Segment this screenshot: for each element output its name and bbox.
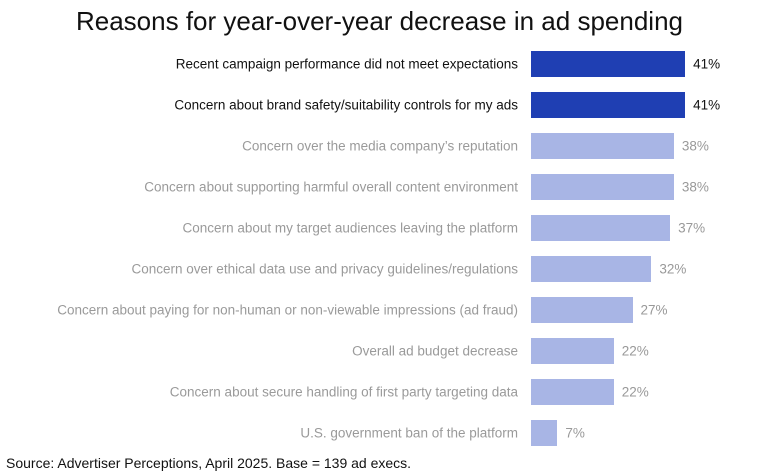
category-label: Concern about brand safety/suitability c…	[174, 97, 518, 113]
category-label: Concern about supporting harmful overall…	[144, 179, 518, 195]
value-label: 41%	[693, 56, 721, 72]
bar	[531, 133, 674, 159]
value-label: 32%	[659, 261, 687, 277]
value-label: 41%	[693, 97, 721, 113]
category-label: Concern over ethical data use and privac…	[131, 261, 518, 277]
value-label: 7%	[565, 425, 585, 441]
value-label: 22%	[621, 384, 649, 400]
value-label: 37%	[678, 220, 706, 236]
bar	[531, 174, 674, 200]
bar	[531, 51, 686, 77]
bar	[531, 215, 671, 241]
value-label: 38%	[681, 179, 709, 195]
category-label: Concern about secure handling of first p…	[169, 384, 518, 400]
category-label: Concern about paying for non-human or no…	[57, 302, 518, 318]
chart-title: Reasons for year-over-year decrease in a…	[75, 6, 683, 36]
bar	[531, 379, 614, 405]
bar	[531, 256, 652, 282]
bar	[531, 297, 633, 323]
source-note: Source: Advertiser Perceptions, April 20…	[6, 455, 412, 471]
category-label: Concern about my target audiences leavin…	[182, 220, 518, 236]
category-label: U.S. government ban of the platform	[300, 425, 518, 441]
value-label: 27%	[640, 302, 668, 318]
value-label: 38%	[681, 138, 709, 154]
bar	[531, 92, 686, 118]
category-label: Recent campaign performance did not meet…	[175, 56, 518, 72]
bar	[531, 420, 558, 446]
category-label: Overall ad budget decrease	[352, 343, 518, 359]
value-label: 22%	[621, 343, 649, 359]
bar	[531, 338, 614, 364]
category-label: Concern over the media company’s reputat…	[242, 138, 518, 154]
